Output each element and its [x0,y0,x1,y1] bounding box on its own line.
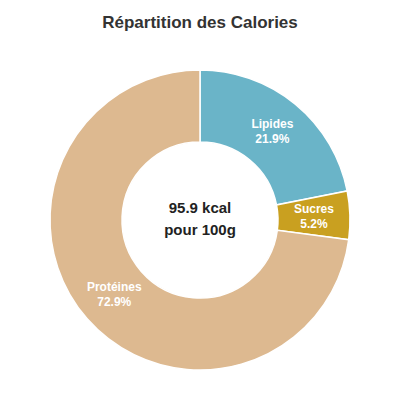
slice-label: Sucres [294,202,334,216]
chart: Répartition des Calories Lipides21.9% Sucr… [0,0,400,400]
slice-label: Lipides [251,117,293,131]
title: Répartition des Calories [102,13,298,32]
slice [50,70,349,370]
slice [200,70,347,205]
slice-value-label: 72.9% [97,295,131,309]
slice-value-label: 21.9% [255,132,289,146]
slice-labels: Lipides21.9% Sucres5.2% Protéines72.9% [87,117,334,309]
slice-value-label: 5.2% [300,217,328,231]
pie: Lipides21.9% Sucres5.2% Protéines72.9% 95.9… [50,70,350,370]
slice-label: Protéines [87,280,142,294]
center-text: 95.9 kcal [169,199,232,216]
center-text: pour 100g [164,221,236,238]
